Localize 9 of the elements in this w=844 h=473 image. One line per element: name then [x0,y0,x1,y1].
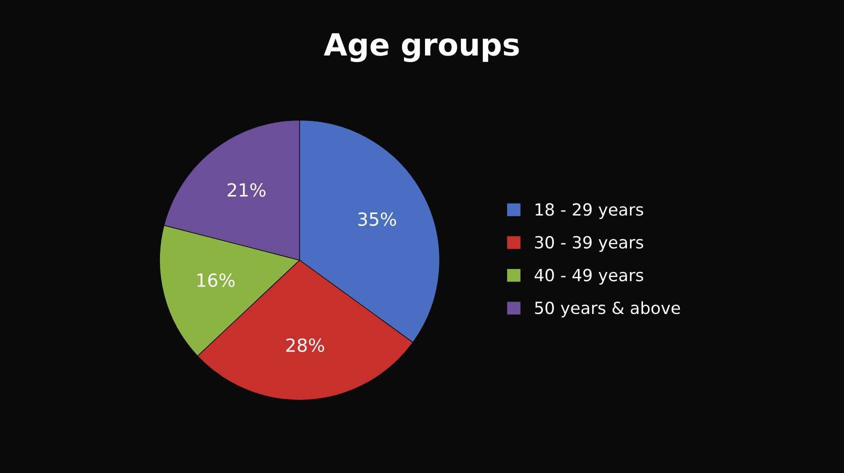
data-label: 35% [358,212,396,226]
chart-title: Age groups [324,33,519,62]
data-label: 28% [286,338,324,352]
legend-label: 30 - 39 years [535,236,644,252]
legend-label: 50 years & above [535,301,680,318]
legend-label: 40 - 49 years [534,268,644,285]
legend-label: 18 - 29 years [536,203,644,220]
data-label: 16% [197,273,235,287]
data-label: 21% [228,183,266,197]
